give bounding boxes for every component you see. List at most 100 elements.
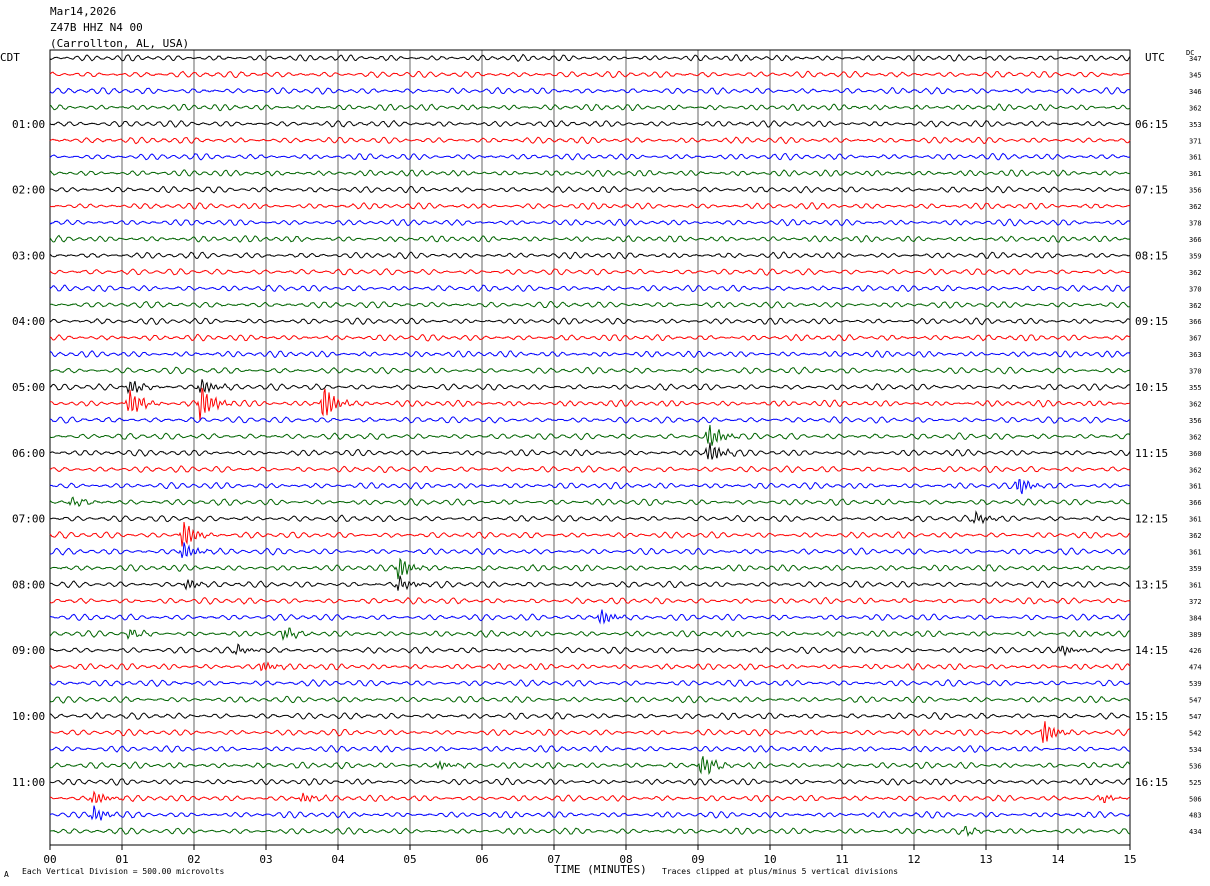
utc-label-1615: 16:15 (1135, 776, 1168, 789)
trace-41 (49, 721, 1131, 743)
dc-value-30: 361 (1189, 549, 1202, 557)
left-axis-label: CDT (0, 51, 20, 64)
trace-22 (49, 416, 1131, 424)
dc-value-15: 362 (1189, 302, 1202, 310)
clip-note: Traces clipped at plus/minus 5 vertical … (662, 867, 899, 876)
dc-value-37: 474 (1189, 664, 1202, 672)
dc-value-3: 362 (1189, 104, 1202, 112)
dc-value-29: 362 (1189, 532, 1202, 540)
trace-0 (49, 53, 1131, 63)
x-tick-label-0: 00 (43, 853, 56, 866)
trace-16 (49, 317, 1131, 326)
dc-value-35: 389 (1189, 631, 1202, 639)
dc-value-9: 362 (1189, 203, 1202, 211)
trace-45 (49, 790, 1131, 804)
dc-value-19: 370 (1189, 368, 1202, 376)
cdt-label-0100: 01:00 (12, 118, 45, 131)
trace-12 (49, 251, 1131, 260)
trace-8 (49, 185, 1131, 194)
trace-7 (49, 169, 1131, 178)
dc-value-20: 355 (1189, 384, 1202, 392)
trace-31 (49, 557, 1131, 580)
trace-38 (49, 679, 1131, 688)
trace-40 (49, 712, 1131, 721)
trace-34 (49, 609, 1131, 625)
dc-value-18: 363 (1189, 351, 1202, 359)
x-tick-label-6: 06 (475, 853, 488, 866)
trace-14 (49, 284, 1131, 293)
x-tick-label-15: 15 (1123, 853, 1136, 866)
dc-value-28: 361 (1189, 516, 1202, 524)
trace-30 (49, 542, 1131, 558)
trace-33 (49, 596, 1131, 605)
trace-26 (49, 479, 1131, 495)
x-tick-label-2: 02 (187, 853, 200, 866)
dc-value-44: 525 (1189, 779, 1202, 787)
footer-mark: A (4, 870, 9, 879)
dc-value-27: 366 (1189, 499, 1202, 507)
dc-value-1: 345 (1189, 71, 1202, 79)
utc-label-1415: 14:15 (1135, 644, 1168, 657)
trace-18 (49, 350, 1131, 359)
x-tick-label-5: 05 (403, 853, 416, 866)
cdt-label-0900: 09:00 (12, 644, 45, 657)
dc-value-6: 361 (1189, 154, 1202, 162)
dc-value-24: 360 (1189, 450, 1202, 458)
scale-note: Each Vertical Division = 500.00 microvol… (22, 867, 225, 876)
utc-label-1115: 11:15 (1135, 447, 1168, 460)
dc-value-40: 547 (1189, 713, 1202, 721)
trace-29 (49, 521, 1131, 547)
cdt-label-1000: 10:00 (12, 710, 45, 723)
dc-value-39: 547 (1189, 697, 1202, 705)
dc-value-2: 346 (1189, 88, 1202, 96)
chart-date: Mar14,2026 (50, 5, 117, 18)
dc-value-5: 371 (1189, 137, 1202, 145)
dc-value-7: 361 (1189, 170, 1202, 178)
x-tick-label-1: 01 (115, 853, 128, 866)
dc-value-14: 370 (1189, 285, 1202, 293)
x-tick-label-8: 08 (619, 853, 632, 866)
trace-32 (49, 575, 1131, 591)
dc-value-16: 366 (1189, 318, 1202, 326)
trace-21 (49, 387, 1131, 421)
utc-label-0615: 06:15 (1135, 118, 1168, 131)
x-tick-label-4: 04 (331, 853, 345, 866)
dc-value-36: 426 (1189, 647, 1202, 655)
cdt-label-0800: 08:00 (12, 578, 45, 591)
trace-47 (49, 825, 1131, 837)
cdt-label-0300: 03:00 (12, 249, 45, 262)
trace-37 (49, 661, 1131, 672)
x-tick-label-3: 03 (259, 853, 272, 866)
utc-label-0915: 09:15 (1135, 315, 1168, 328)
x-tick-label-7: 07 (547, 853, 560, 866)
dc-value-26: 361 (1189, 483, 1202, 491)
trace-43 (49, 756, 1131, 775)
trace-5 (49, 136, 1131, 145)
dc-value-34: 384 (1189, 614, 1202, 622)
utc-label-0715: 07:15 (1135, 184, 1168, 197)
dc-value-0: 347 (1189, 55, 1202, 63)
trace-3 (49, 103, 1131, 112)
cdt-label-0600: 06:00 (12, 447, 45, 460)
dc-value-32: 361 (1189, 581, 1202, 589)
trace-24 (49, 442, 1131, 460)
dc-value-13: 362 (1189, 269, 1202, 277)
trace-25 (49, 465, 1131, 474)
trace-46 (49, 805, 1131, 821)
dc-value-45: 506 (1189, 795, 1202, 803)
dc-value-33: 372 (1189, 598, 1202, 606)
utc-label-1015: 10:15 (1135, 381, 1168, 394)
trace-36 (49, 643, 1131, 657)
trace-42 (49, 745, 1131, 753)
station-code: Z47B HHZ N4 00 (50, 21, 143, 34)
dc-value-42: 534 (1189, 746, 1202, 754)
utc-label-1215: 12:15 (1135, 513, 1168, 526)
utc-label-1515: 15:15 (1135, 710, 1168, 723)
utc-label-0815: 08:15 (1135, 249, 1168, 262)
x-tick-label-12: 12 (907, 853, 920, 866)
dc-value-4: 353 (1189, 121, 1202, 129)
trace-27 (49, 496, 1131, 507)
dc-value-25: 362 (1189, 466, 1202, 474)
trace-4 (49, 119, 1131, 128)
cdt-label-0500: 05:00 (12, 381, 45, 394)
